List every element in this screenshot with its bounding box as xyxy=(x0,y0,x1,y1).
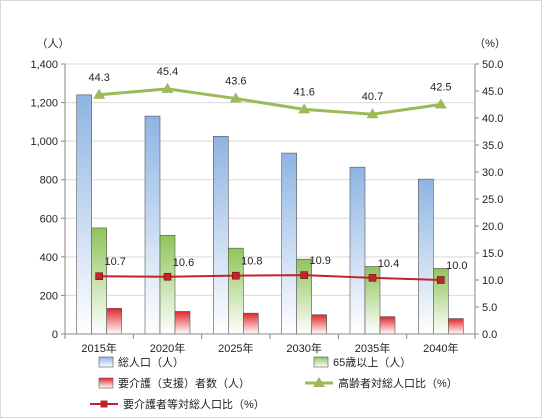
bar-care-recipients xyxy=(379,316,396,335)
data-labels: 44.3 45.4 43.6 41.6 40.7 42.5 10.7 10.6 10.8 10.9… xyxy=(88,66,467,272)
left-axis-tick-label: 1,400 xyxy=(30,59,58,71)
care-ratio-label: 10.0 xyxy=(446,260,467,272)
elderly-ratio-label: 44.3 xyxy=(88,72,109,84)
care-ratio-point xyxy=(437,276,445,284)
left-axis-tick-label: 1,000 xyxy=(30,136,58,148)
x-axis-tick-label: 2025年 xyxy=(218,341,253,355)
elderly-ratio-label: 40.7 xyxy=(362,91,383,103)
elderly-ratio-label: 42.5 xyxy=(430,82,451,94)
right-axis-tick-label: 35.0 xyxy=(482,140,503,152)
bar-age65-plus xyxy=(159,234,176,335)
right-axis-tick-label: 30.0 xyxy=(482,167,503,179)
legend-swatch xyxy=(313,356,329,368)
bar-total-population xyxy=(144,115,161,335)
care-ratio-point xyxy=(300,271,308,279)
right-axis-tick-label: 45.0 xyxy=(482,86,503,98)
elderly-ratio-point xyxy=(161,82,174,93)
care-ratio-point xyxy=(163,272,172,281)
elderly-ratio-point xyxy=(93,88,106,99)
bar-care-recipients xyxy=(448,318,464,335)
bar-age65-plus xyxy=(296,258,312,335)
x-axis-tick-label: 2020年 xyxy=(150,341,185,355)
x-axis-tick-label: 2015年 xyxy=(81,341,116,355)
care-ratio-label: 10.8 xyxy=(241,256,262,268)
left-axis-tick-label: 600 xyxy=(40,213,58,225)
care-ratio-point xyxy=(95,272,103,281)
bar-care-recipients xyxy=(311,314,327,335)
bars xyxy=(76,94,464,335)
left-axis-tick-label: 0 xyxy=(52,329,58,341)
care-ratio-point xyxy=(368,274,377,282)
legend-label: 総人口（人） xyxy=(118,355,184,369)
elderly-ratio-point xyxy=(229,92,242,103)
right-axis-tick-label: 15.0 xyxy=(482,248,503,260)
right-axis-tick-label: 0.0 xyxy=(482,329,497,341)
care-ratio-label: 10.9 xyxy=(309,255,330,267)
elderly-ratio-line xyxy=(99,87,442,116)
left-axis-tick-label: 800 xyxy=(40,175,58,187)
elderly-ratio-label: 45.4 xyxy=(157,66,178,78)
bar-care-recipients xyxy=(243,312,259,335)
bar-total-population xyxy=(76,94,92,335)
bar-care-recipients xyxy=(174,311,191,335)
left-axis-tick-label: 1,200 xyxy=(30,98,58,110)
x-axis-tick-label: 2035年 xyxy=(355,341,390,355)
bar-total-population xyxy=(281,152,297,335)
right-axis-tick-label: 25.0 xyxy=(482,194,503,206)
left-axis-tick-label: 200 xyxy=(40,290,58,302)
series-lines xyxy=(93,82,447,284)
care-ratio-label: 10.6 xyxy=(173,257,194,269)
legend-marker xyxy=(313,377,325,387)
legend-label: 高齢者対総人口比（%） xyxy=(338,376,458,390)
legend-swatch xyxy=(98,356,114,368)
care-ratio-point xyxy=(232,271,240,280)
bar-age65-plus xyxy=(91,227,107,335)
bar-care-recipients xyxy=(106,308,122,335)
care-ratio-label: 10.4 xyxy=(378,258,399,270)
care-ratio-label: 10.7 xyxy=(104,256,125,268)
elderly-ratio-point xyxy=(298,103,311,114)
legend-label: 要介護（支援）者数（人） xyxy=(118,376,250,390)
legend-label: 65歳以上（人） xyxy=(333,356,411,369)
elderly-ratio-label: 41.6 xyxy=(293,86,314,98)
right-axis-tick-label: 5.0 xyxy=(482,302,497,314)
x-axis-tick-label: 2030年 xyxy=(286,341,321,355)
gridlines xyxy=(65,63,475,335)
legend-label: 要介護者等対総人口比（%） xyxy=(123,397,265,411)
bar-total-population xyxy=(349,166,366,335)
axes: 0 200 400 600 800 1,000 1,200 1,400 0.0 5.0 10.0 15… xyxy=(30,37,505,355)
left-axis-tick-label: 400 xyxy=(40,252,58,264)
bar-total-population xyxy=(418,178,434,335)
legend-swatch xyxy=(98,377,114,389)
right-axis-unit: （%） xyxy=(474,37,506,50)
bar-total-population xyxy=(213,136,229,335)
x-axis-tick-label: 2040年 xyxy=(423,341,458,355)
right-axis-tick-label: 50.0 xyxy=(482,59,503,71)
elderly-ratio-point xyxy=(366,108,379,119)
elderly-ratio-point xyxy=(434,98,447,109)
legend-marker xyxy=(100,400,108,408)
right-axis-tick-label: 20.0 xyxy=(482,221,503,233)
legend: 総人口（人） 65歳以上（人） 要介護（支援）者数（人） 高齢者対総人口比（%） 要介護… xyxy=(90,355,458,411)
left-axis-unit: （人） xyxy=(37,37,70,50)
elderly-ratio-label: 43.6 xyxy=(225,76,246,88)
care-ratio-line xyxy=(99,274,441,281)
right-axis-tick-label: 10.0 xyxy=(482,275,503,287)
right-axis-tick-label: 40.0 xyxy=(482,113,503,125)
